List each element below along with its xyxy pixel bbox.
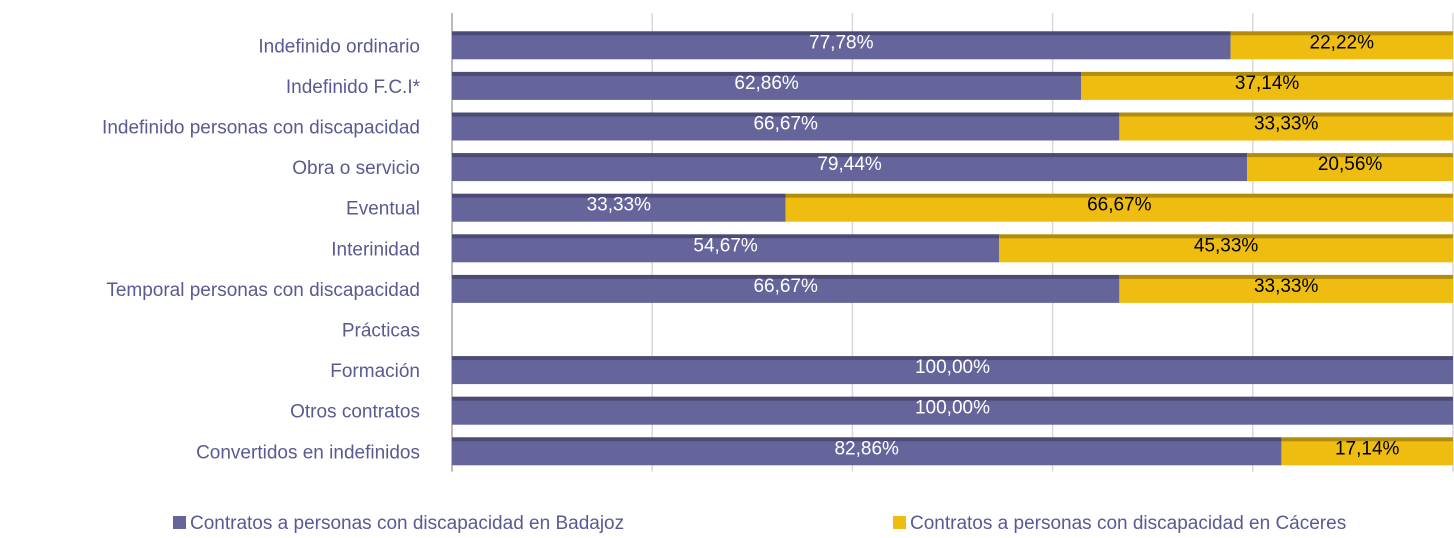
value-label: 22,22%: [1310, 32, 1375, 53]
category-label: Interinidad: [331, 239, 420, 260]
bar-segment: [452, 396, 1453, 425]
bar-segment: [452, 437, 1282, 466]
value-label: 45,33%: [1194, 235, 1259, 256]
category-label: Prácticas: [342, 321, 420, 342]
bar-segment: [452, 71, 1082, 100]
bar-top: [452, 396, 1453, 401]
bar-top: [452, 356, 1453, 361]
value-label: 66,67%: [753, 114, 818, 135]
value-label: 100,00%: [915, 357, 990, 378]
bar-top: [999, 234, 1453, 239]
bar-segment: [452, 274, 1120, 303]
bar-top: [1281, 437, 1453, 442]
bar-segment: [1119, 112, 1453, 141]
category-label: Indefinido ordinario: [258, 36, 420, 57]
bar-segment: [999, 234, 1453, 263]
value-label: 37,14%: [1235, 73, 1300, 94]
bar-segment: [1081, 71, 1453, 100]
category-label: Eventual: [346, 199, 420, 220]
value-label: 77,78%: [809, 32, 874, 53]
bar-top: [1247, 153, 1453, 158]
category-label: Indefinido F.C.I*: [286, 77, 421, 98]
bar-top: [452, 153, 1248, 158]
bar-top: [452, 193, 786, 198]
category-label: Obra o servicio: [292, 158, 420, 179]
bar-top: [1119, 112, 1453, 117]
value-label: 62,86%: [734, 73, 799, 94]
category-label: Temporal personas con discapacidad: [106, 280, 420, 301]
value-label: 82,86%: [834, 438, 899, 459]
bar-top: [1119, 274, 1453, 279]
bar-top: [1230, 31, 1453, 36]
value-label: 66,67%: [1087, 195, 1152, 216]
legend-swatch: [173, 516, 186, 529]
bar-segment: [452, 234, 1000, 263]
value-label: 33,33%: [1254, 276, 1319, 297]
value-label: 33,33%: [587, 195, 652, 216]
value-label: 66,67%: [753, 276, 818, 297]
category-label: Otros contratos: [290, 402, 420, 423]
bar-segment: [452, 31, 1231, 60]
category-label: Convertidos en indefinidos: [196, 442, 420, 463]
value-label: 54,67%: [693, 235, 758, 256]
bar-segment: [1230, 31, 1453, 60]
bar-segment: [452, 356, 1453, 385]
category-label: Formación: [330, 361, 420, 382]
bar-top: [452, 31, 1231, 36]
bar-segment: [1281, 437, 1453, 466]
value-label: 20,56%: [1318, 154, 1383, 175]
bar-top: [452, 112, 1120, 117]
bar-segment: [452, 112, 1120, 141]
bar-segment: [452, 153, 1248, 182]
bar-segment: [785, 193, 1453, 222]
value-label: 100,00%: [915, 398, 990, 419]
legend-swatch: [893, 516, 906, 529]
category-label: Indefinido personas con discapacidad: [102, 118, 420, 139]
bar-top: [452, 234, 1000, 239]
value-label: 79,44%: [817, 154, 882, 175]
bar-top: [785, 193, 1453, 198]
legend-label: Contratos a personas con discapacidad en…: [190, 513, 624, 534]
value-label: 17,14%: [1335, 438, 1400, 459]
value-label: 33,33%: [1254, 114, 1319, 135]
bar-segment: [452, 193, 786, 222]
bar-top: [452, 274, 1120, 279]
bar-top: [452, 71, 1082, 76]
bar-top: [452, 437, 1282, 442]
bar-segment: [1247, 153, 1453, 182]
bar-segment: [1119, 274, 1453, 303]
bar-top: [1081, 71, 1453, 76]
legend-label: Contratos a personas con discapacidad en…: [910, 513, 1346, 534]
